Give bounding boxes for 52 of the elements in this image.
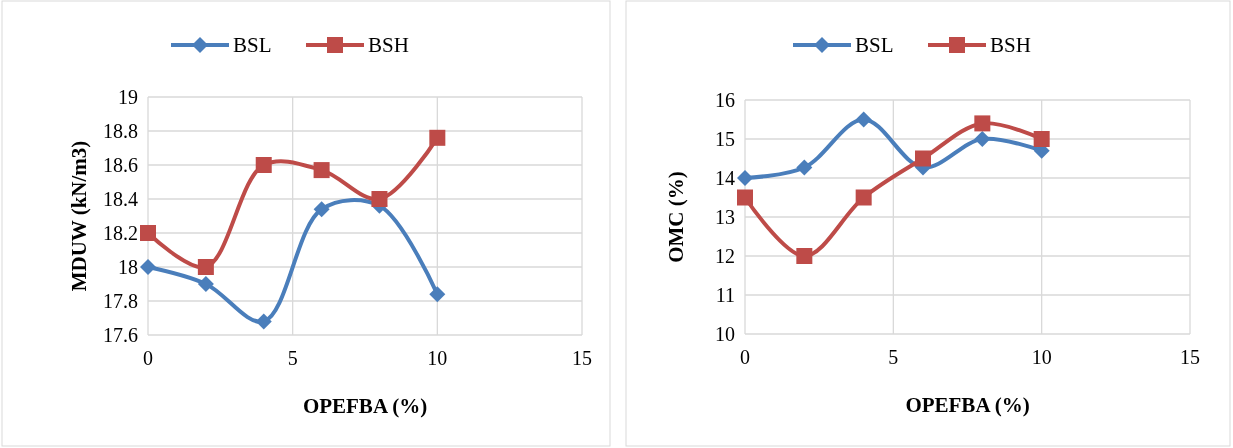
point	[429, 129, 446, 146]
point	[737, 170, 753, 186]
point	[255, 313, 272, 330]
x-axis-title: OPEFBA (%)	[302, 394, 428, 418]
y-tick-label: 14	[715, 167, 735, 189]
x-tick-label: 15	[572, 347, 592, 369]
point	[915, 150, 931, 167]
point	[140, 225, 156, 241]
y-tick-label: 18	[118, 256, 138, 278]
y-axis-title: MDUW (kN/m3)	[67, 140, 91, 292]
x-tick-label: 15	[1180, 346, 1200, 368]
legend-label: BSH	[368, 33, 409, 57]
y-tick-label: 18.4	[103, 188, 138, 210]
point	[796, 248, 813, 264]
point	[140, 259, 156, 275]
y-axis-title: OMC (%)	[664, 171, 688, 263]
point	[429, 286, 446, 303]
y-tick-label: 13	[715, 206, 735, 228]
x-tick-label: 5	[287, 347, 298, 369]
x-tick-label: 0	[740, 346, 750, 368]
point	[197, 276, 214, 292]
x-axis-title: OPEFBA (%)	[905, 393, 1030, 417]
x-tick-label: 5	[888, 346, 899, 368]
x-tick-label: 0	[143, 347, 153, 369]
point	[313, 201, 330, 218]
y-tick-label: 17.8	[103, 290, 138, 312]
point	[974, 115, 991, 132]
point	[855, 189, 872, 206]
legend-label: BSL	[855, 33, 894, 57]
y-tick-label: 12	[715, 245, 735, 267]
point	[974, 131, 991, 147]
y-tick-label: 18.6	[103, 154, 138, 176]
point	[796, 159, 813, 176]
x-tick-label: 10	[427, 347, 448, 369]
y-tick-label: 15	[715, 128, 735, 150]
y-tick-label: 18.2	[103, 222, 138, 244]
point	[371, 191, 388, 207]
legend-label: BSL	[233, 33, 272, 57]
y-tick-label: 16	[715, 89, 735, 111]
point	[255, 157, 272, 173]
x-tick-label: 10	[1031, 346, 1052, 368]
point	[313, 162, 330, 179]
point	[1033, 131, 1050, 147]
point	[197, 259, 214, 275]
y-tick-label: 19	[118, 86, 138, 108]
y-tick-label: 11	[715, 284, 735, 306]
y-tick-label: 17.6	[103, 324, 138, 346]
point	[855, 111, 872, 128]
legend-label: BSH	[990, 33, 1031, 57]
y-tick-label: 18.8	[103, 120, 138, 142]
y-tick-label: 10	[715, 323, 735, 345]
point	[737, 189, 753, 206]
